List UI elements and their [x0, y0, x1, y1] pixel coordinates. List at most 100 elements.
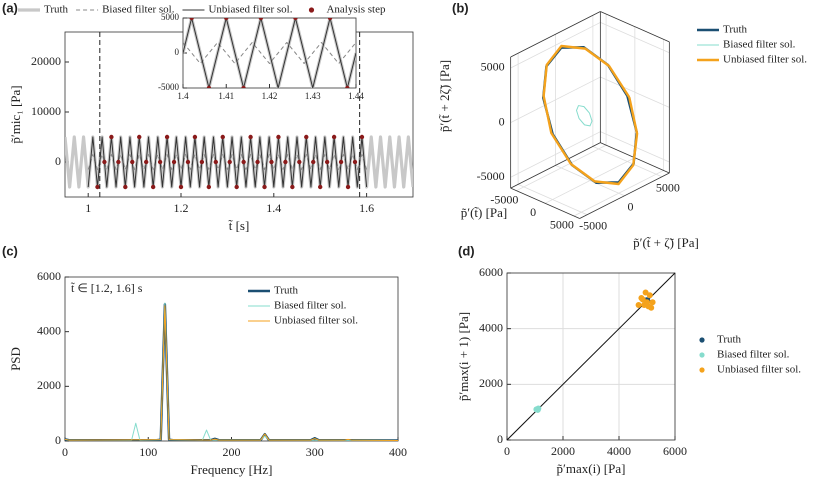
data-point [359, 134, 365, 140]
data-point [290, 184, 295, 190]
x-tick-label: 0 [530, 205, 536, 219]
x-tick-label: 400 [389, 445, 407, 459]
x-tick-label: 1.43 [305, 91, 321, 101]
data-point [224, 18, 229, 21]
data-point [171, 159, 177, 165]
data-point [109, 134, 114, 140]
legend-label: Truth [274, 285, 299, 297]
data-point [297, 159, 302, 165]
x-tick-label: 1.44 [348, 91, 364, 101]
data-point [241, 85, 246, 88]
y-tick-label: 6000 [479, 265, 503, 279]
data-point [123, 184, 128, 190]
data-point [318, 184, 323, 190]
y-tick-label: 0 [55, 433, 61, 447]
x-tick-label: 1.42 [262, 91, 278, 101]
axis-edge [510, 187, 580, 219]
x-tick-label: 1.4 [177, 91, 189, 101]
x-axis-label: Frequency [Hz] [191, 462, 273, 477]
y-tick-label: 0 [497, 432, 503, 446]
data-point [649, 299, 656, 306]
data-point [130, 159, 135, 165]
x-tick-label: 2000 [551, 444, 575, 458]
data-point [102, 159, 107, 165]
y-tick-label: 0 [175, 47, 180, 57]
x-tick-label: 1.41 [218, 91, 234, 101]
data-point [283, 159, 288, 165]
data-point [345, 184, 351, 190]
grid-line [510, 22, 601, 69]
legend: Truth Biased filter sol. Unbiased filter s… [18, 4, 386, 16]
x-axis-label: p̃′(t̃) [Pa] [461, 205, 508, 220]
data-point [189, 18, 194, 21]
y-axis-label: p̃′(t̃ + ζ̃) [Pa] [633, 235, 699, 250]
y-tick-label: 20000 [31, 54, 61, 68]
x-tick-label: 5000 [550, 218, 574, 232]
axis-edge [510, 11, 601, 58]
data-point [116, 159, 121, 165]
data-point [327, 18, 333, 21]
data-point [213, 159, 218, 165]
y-tick-label: -5000 [158, 82, 179, 92]
data-point [311, 159, 316, 165]
series-line [183, 18, 356, 88]
x-tick-label: 1.4 [266, 201, 281, 215]
data-point [227, 159, 232, 165]
data-point [95, 184, 100, 190]
x-axis-label: t̃ [s] [228, 218, 249, 233]
grid-line [600, 22, 670, 54]
legend-label: Truth [44, 4, 69, 16]
series-line [542, 44, 639, 186]
y-tick-label: 4000 [479, 320, 503, 334]
legend: Truth Biased filter sol. Unbiased filter s… [697, 24, 807, 66]
x-tick-label: 1.6 [359, 201, 374, 215]
series-group [533, 289, 656, 413]
legend-swatch [308, 7, 315, 13]
y-tick-label: 5000 [161, 12, 180, 22]
z-tick-label: 5000 [481, 60, 505, 74]
data-point [164, 134, 170, 140]
data-point [206, 85, 212, 88]
legend-label: Truth [717, 334, 742, 346]
annotation: t̃ ∈ [1.2, 1.6] s [71, 281, 143, 295]
y-tick-label: 0 [628, 199, 634, 213]
data-point [635, 302, 642, 309]
x-tick-label: 1 [85, 201, 91, 215]
y-tick-label: -5000 [579, 218, 607, 232]
data-point [258, 18, 264, 21]
data-point [352, 159, 358, 165]
axes-box [506, 272, 676, 441]
data-point [185, 159, 191, 165]
data-point [199, 159, 205, 165]
y-tick-label: 5000 [656, 181, 680, 195]
legend-label: Unbiased filter sol. [274, 315, 358, 327]
grid-line [600, 76, 670, 108]
series-line [87, 154, 368, 170]
x-tick-label: 1.2 [174, 201, 189, 215]
legend-label: Truth [723, 24, 748, 36]
legend: Truth Biased filter sol. Unbiased filter s… [699, 334, 801, 376]
data-point [255, 159, 260, 165]
z-tick-label: 0 [499, 114, 505, 128]
x-tick-label: 100 [139, 445, 157, 459]
data-point [234, 184, 239, 190]
axis-edge [579, 172, 670, 219]
x-tick-label: -5000 [490, 192, 518, 206]
x-tick-label: 300 [306, 445, 324, 459]
x-tick-label: 0 [62, 445, 68, 459]
series-line [183, 42, 356, 64]
legend-swatch [699, 352, 705, 358]
legend-label: Unbiased filter sol. [723, 54, 807, 66]
x-tick-label: 6000 [663, 444, 687, 458]
grid-line [517, 183, 588, 216]
panel-label: (c) [2, 243, 18, 258]
y-tick-label: 2000 [479, 376, 503, 390]
y-axis-label: p̃′mic₁ [Pa] [8, 85, 23, 143]
grid-line [592, 146, 663, 178]
z-tick-label: -5000 [477, 169, 505, 183]
data-point [192, 134, 198, 140]
data-point [648, 304, 655, 311]
legend: Truth Biased filter sol. Unbiased filter s… [248, 285, 358, 327]
data-point [150, 184, 156, 190]
